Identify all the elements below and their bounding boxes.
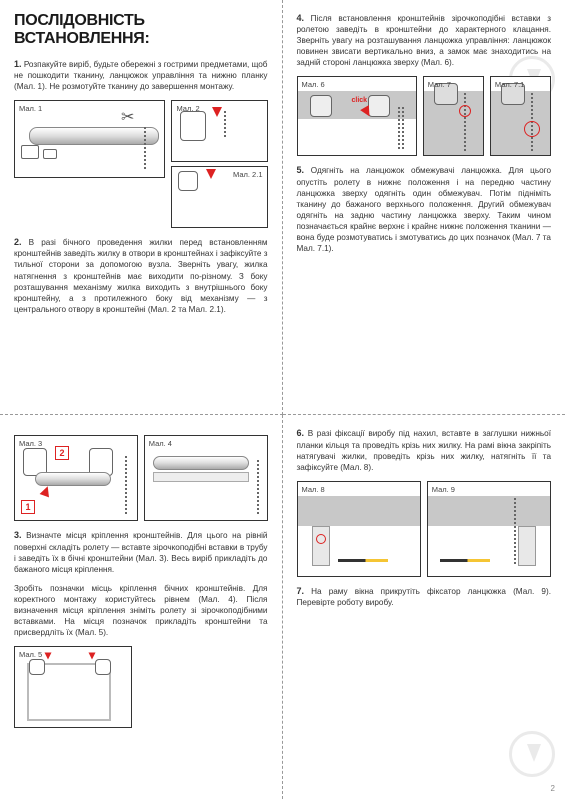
step-6-num: 6. <box>297 428 305 438</box>
fig-row-8-9: Мал. 8 Мал. 9 <box>297 481 552 577</box>
frame-edge-icon <box>312 526 330 566</box>
part-icon <box>21 145 39 159</box>
arrow-icon <box>45 653 52 660</box>
bracket-icon <box>95 659 111 675</box>
step-1-text: 1. Розпакуйте виріб, будьте обережні з г… <box>14 58 268 92</box>
figure-2-label: Мал. 2 <box>176 104 199 113</box>
chain-icon <box>514 498 516 566</box>
arrow-icon <box>40 485 53 498</box>
roller-tube-icon <box>35 472 111 486</box>
step-3-text: 3. Визначте місця кріплення кронштейнів.… <box>14 529 268 574</box>
step-4-num: 4. <box>297 13 305 23</box>
bracket-icon <box>178 171 198 191</box>
figure-1-label: Мал. 1 <box>19 104 42 113</box>
chain-icon <box>125 456 127 514</box>
fig-row-6-7: Мал. 6 click Мал. 7 Мал. 7.1 <box>297 76 552 156</box>
scissors-icon: ✂ <box>121 107 134 127</box>
figure-6-label: Мал. 6 <box>302 80 325 89</box>
watermark-icon <box>509 731 555 777</box>
chain-icon <box>402 107 404 151</box>
step-5-num: 5. <box>297 165 305 175</box>
level-icon <box>153 472 249 482</box>
chain-icon <box>224 111 226 139</box>
part-icon <box>43 149 57 159</box>
figure-9-label: Мал. 9 <box>432 485 455 494</box>
figure-7-1-label: Мал. 7.1 <box>495 80 524 89</box>
quadrant-top-right: 4. Після встановлення кронштейнів зірочк… <box>283 0 565 415</box>
figure-4-label: Мал. 4 <box>149 439 172 448</box>
fig-row-3-4: Мал. 3 1 2 Мал. 4 <box>14 435 268 521</box>
quadrant-bottom-right: 6. В разі фіксації виробу під нахил, вст… <box>283 415 565 799</box>
figure-7-1: Мал. 7.1 <box>490 76 551 156</box>
figure-5-label: Мал. 5 <box>19 650 42 659</box>
page-title: ПОСЛІДОВНІСТЬ ВСТАНОВЛЕННЯ: <box>14 12 268 48</box>
arrow-icon <box>89 653 96 660</box>
bracket-icon <box>180 111 206 141</box>
quadrant-top-left: ПОСЛІДОВНІСТЬ ВСТАНОВЛЕННЯ: 1. Розпакуйт… <box>0 0 283 415</box>
frame-edge-icon <box>518 526 536 566</box>
roller-tube-icon <box>153 456 249 470</box>
figure-9: Мал. 9 <box>427 481 551 577</box>
step-3b-text: Зробіть позначки місць кріплення бічних … <box>14 583 268 638</box>
fabric-icon <box>428 496 550 526</box>
quadrant-bottom-left: Мал. 3 1 2 Мал. 4 3. Визначте місця кріп… <box>0 415 283 799</box>
chain-icon <box>144 127 146 171</box>
step-2-text: 2. В разі бічного проведення жилки перед… <box>14 236 268 315</box>
chain-icon <box>257 460 259 514</box>
step-7-text: 7. На раму вікна прикрутіть фіксатор лан… <box>297 585 552 608</box>
chain-icon <box>464 93 466 151</box>
callout-2: 2 <box>55 446 69 460</box>
page-number: 2 <box>551 784 555 793</box>
fig-row-5: Мал. 5 <box>14 646 268 728</box>
step-4-text: 4. Після встановлення кронштейнів зірочк… <box>297 12 552 68</box>
figure-2: Мал. 2 <box>171 100 267 162</box>
figure-7-label: Мал. 7 <box>428 80 451 89</box>
screwdriver-icon <box>338 559 388 562</box>
step-2-num: 2. <box>14 237 22 247</box>
step-7-num: 7. <box>297 586 305 596</box>
figure-8-label: Мал. 8 <box>302 485 325 494</box>
figure-6: Мал. 6 click <box>297 76 417 156</box>
step-5-text: 5. Одягніть на ланцюжок обмежувачі ланцю… <box>297 164 552 254</box>
figure-3: Мал. 3 1 2 <box>14 435 138 521</box>
figure-5: Мал. 5 <box>14 646 132 728</box>
figure-4: Мал. 4 <box>144 435 268 521</box>
figure-8: Мал. 8 <box>297 481 421 577</box>
callout-1: 1 <box>21 500 35 514</box>
figure-1: Мал. 1 ✂ <box>14 100 165 178</box>
highlight-circle-icon <box>316 534 326 544</box>
fig-row-1: Мал. 1 ✂ Мал. 2 Мал. 2.1 <box>14 100 268 228</box>
roller-tube-icon <box>29 127 159 145</box>
step-1-num: 1. <box>14 59 22 69</box>
bracket-icon <box>310 95 332 117</box>
figure-2-1-label: Мал. 2.1 <box>233 170 262 179</box>
step-3-num: 3. <box>14 530 22 540</box>
figure-2-1: Мал. 2.1 <box>171 166 267 228</box>
chain-icon <box>398 107 400 151</box>
screwdriver-icon <box>440 559 490 562</box>
fabric-icon <box>298 496 420 526</box>
arrow-icon <box>212 107 222 117</box>
bracket-icon <box>29 659 45 675</box>
figure-7: Мал. 7 <box>423 76 484 156</box>
figure-3-label: Мал. 3 <box>19 439 42 448</box>
step-6-text: 6. В разі фіксації виробу під нахил, вст… <box>297 427 552 472</box>
arrow-icon <box>206 169 216 179</box>
click-label: click <box>352 97 368 104</box>
